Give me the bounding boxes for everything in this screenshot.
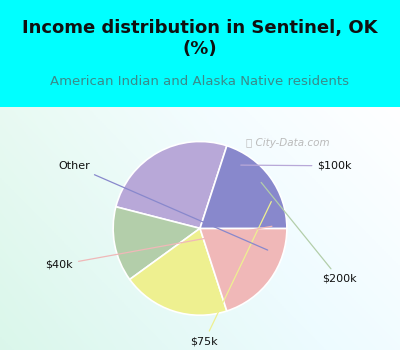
Wedge shape bbox=[200, 146, 287, 229]
Text: $100k: $100k bbox=[241, 161, 352, 171]
Wedge shape bbox=[130, 228, 227, 315]
Text: $40k: $40k bbox=[46, 226, 272, 270]
Wedge shape bbox=[113, 207, 200, 279]
Text: Income distribution in Sentinel, OK
(%): Income distribution in Sentinel, OK (%) bbox=[22, 19, 378, 58]
Text: American Indian and Alaska Native residents: American Indian and Alaska Native reside… bbox=[50, 75, 350, 88]
Text: Other: Other bbox=[58, 161, 268, 250]
Wedge shape bbox=[200, 228, 287, 311]
Text: $75k: $75k bbox=[190, 202, 271, 346]
Text: $200k: $200k bbox=[261, 182, 356, 284]
Wedge shape bbox=[116, 141, 227, 228]
Text: ⓘ City-Data.com: ⓘ City-Data.com bbox=[246, 138, 330, 148]
